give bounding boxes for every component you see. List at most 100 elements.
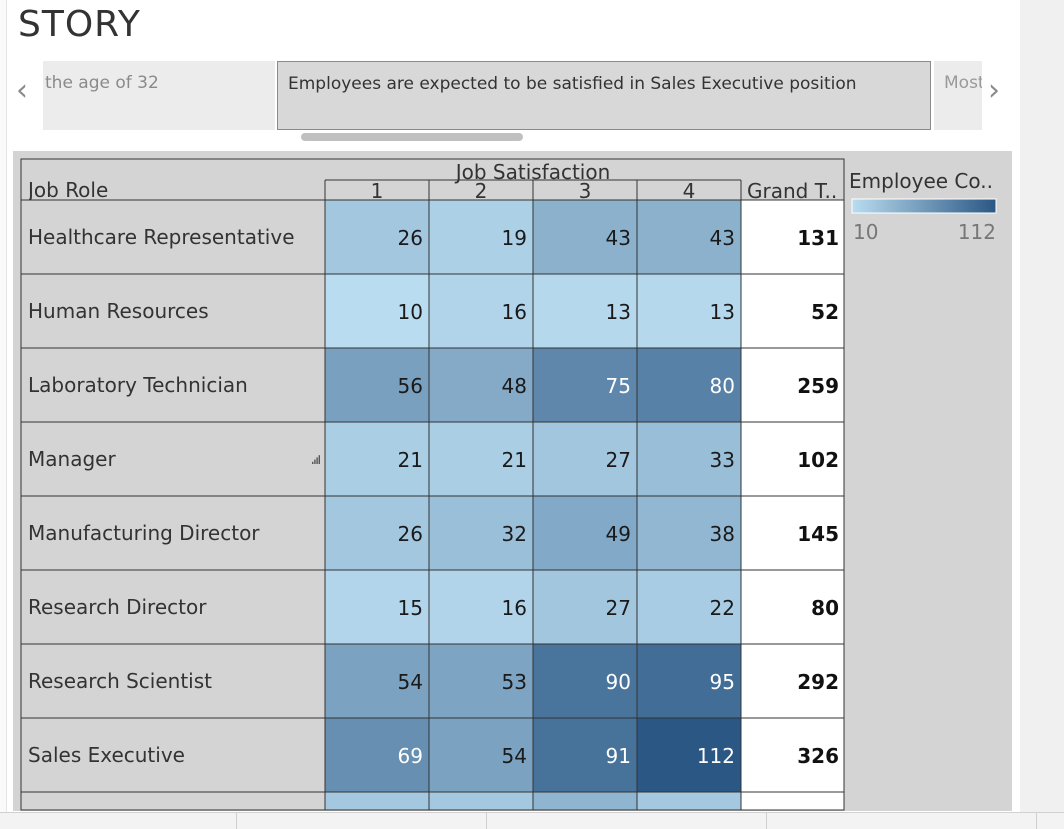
column-group-label: Job Satisfaction xyxy=(454,160,611,184)
heatmap-cell[interactable] xyxy=(428,717,534,793)
grand-total-cell xyxy=(740,791,845,811)
cell-value-label: 38 xyxy=(710,522,735,546)
cell-value-label: 27 xyxy=(606,596,631,620)
row-header-cell xyxy=(20,495,326,571)
heatmap-cell[interactable] xyxy=(532,717,638,793)
cell-value-label: 15 xyxy=(398,596,423,620)
cell-value-label: 54 xyxy=(398,670,423,694)
heatmap-cell[interactable] xyxy=(636,791,742,811)
heatmap-chart: Job Role Job Satisfaction 1 2 3 4 Grand T.. Hea… xyxy=(20,158,997,811)
grand-total-value: 52 xyxy=(811,300,839,324)
grand-total-header: Grand T.. xyxy=(747,179,837,203)
grand-total-cell xyxy=(740,643,845,719)
column-label: 3 xyxy=(579,179,592,203)
sort-icon[interactable] xyxy=(312,461,314,464)
cell-value-label: 21 xyxy=(502,448,527,472)
heatmap-cell[interactable] xyxy=(428,495,534,571)
column-label: 1 xyxy=(371,179,384,203)
sheet-tab[interactable] xyxy=(0,813,237,829)
grand-total-value: 102 xyxy=(797,448,839,472)
heatmap-cell[interactable] xyxy=(636,569,742,645)
sheet-tab[interactable] xyxy=(486,813,767,829)
heatmap-cell[interactable] xyxy=(532,421,638,497)
heatmap-cell[interactable] xyxy=(428,643,534,719)
heatmap-cell[interactable] xyxy=(428,791,534,811)
cell-value-label: 21 xyxy=(398,448,423,472)
row-header-cell xyxy=(20,643,326,719)
row-header-cell xyxy=(20,273,326,349)
heatmap-cell[interactable] xyxy=(636,273,742,349)
grand-total-value: 292 xyxy=(797,670,839,694)
cell-value-label: 54 xyxy=(502,744,527,768)
legend-title: Employee Co.. xyxy=(849,169,993,193)
sort-icon[interactable] xyxy=(316,457,318,464)
cell-value-label: 112 xyxy=(697,744,735,768)
cell-value-label: 43 xyxy=(606,226,631,250)
cell-value-label: 48 xyxy=(502,374,527,398)
row-label: Research Scientist xyxy=(28,669,212,693)
heatmap-cell[interactable] xyxy=(532,791,638,811)
heatmap-cell[interactable] xyxy=(324,569,430,645)
heatmap-cell[interactable] xyxy=(636,643,742,719)
heatmap-cell[interactable] xyxy=(324,495,430,571)
story-title: STORY xyxy=(18,4,141,45)
heatmap-cell[interactable] xyxy=(428,273,534,349)
cell-value-label: 13 xyxy=(710,300,735,324)
heatmap-cell[interactable] xyxy=(324,643,430,719)
heatmap-cell[interactable] xyxy=(428,569,534,645)
heatmap-cell[interactable] xyxy=(428,199,534,275)
story-point-current[interactable]: Employees are expected to be satisfied i… xyxy=(277,61,931,130)
cell-value-label: 75 xyxy=(606,374,631,398)
legend-color-ramp[interactable] xyxy=(851,198,997,214)
story-point-next[interactable]: Most xyxy=(934,61,982,130)
grand-total-value: 131 xyxy=(797,226,839,250)
row-label: Research Director xyxy=(28,595,207,619)
cell-value-label: 16 xyxy=(502,300,527,324)
story-scrollbar-thumb[interactable] xyxy=(301,133,523,141)
legend-min-label: 10 xyxy=(853,220,878,244)
sort-icon[interactable] xyxy=(318,455,320,464)
heatmap-cell[interactable] xyxy=(636,495,742,571)
right-scroll-area xyxy=(1020,0,1064,828)
heatmap-cell[interactable] xyxy=(324,273,430,349)
cell-value-label: 26 xyxy=(398,226,423,250)
heatmap-cell[interactable] xyxy=(532,273,638,349)
chevron-left-icon[interactable]: ‹ xyxy=(16,73,28,108)
legend-max-label: 112 xyxy=(958,220,996,244)
row-label: Sales Executive xyxy=(28,743,185,767)
bottom-tab-strip xyxy=(0,812,1064,829)
cell-value-label: 80 xyxy=(710,374,735,398)
heatmap-cell[interactable] xyxy=(532,347,638,423)
heatmap-cell[interactable] xyxy=(532,569,638,645)
heatmap-cell[interactable] xyxy=(324,791,430,811)
heatmap-cell[interactable] xyxy=(324,421,430,497)
cell-value-label: 53 xyxy=(502,670,527,694)
column-label: 4 xyxy=(683,179,696,203)
grand-total-cell xyxy=(740,273,845,349)
cell-value-label: 19 xyxy=(502,226,527,250)
row-header-cell xyxy=(20,791,326,811)
heatmap-cell[interactable] xyxy=(636,347,742,423)
heatmap-cell[interactable] xyxy=(428,421,534,497)
grand-total-cell xyxy=(740,347,845,423)
heatmap-cell[interactable] xyxy=(532,199,638,275)
sort-icon[interactable] xyxy=(314,459,316,464)
cell-value-label: 90 xyxy=(606,670,631,694)
cell-value-label: 32 xyxy=(502,522,527,546)
story-point-previous[interactable]: the age of 32 xyxy=(43,61,275,130)
chevron-right-icon[interactable]: › xyxy=(988,73,1000,108)
cell-value-label: 33 xyxy=(710,448,735,472)
grand-total-cell xyxy=(740,495,845,571)
heatmap-cell[interactable] xyxy=(532,643,638,719)
row-label: Healthcare Representative xyxy=(28,225,295,249)
heatmap-cell[interactable] xyxy=(428,347,534,423)
heatmap-cell[interactable] xyxy=(636,717,742,793)
row-header-label: Job Role xyxy=(26,178,108,202)
grand-total-value: 80 xyxy=(811,596,839,620)
heatmap-cell[interactable] xyxy=(636,199,742,275)
sheet-tab[interactable] xyxy=(236,813,487,829)
cell-value-label: 27 xyxy=(606,448,631,472)
sheet-tab[interactable] xyxy=(766,813,1037,829)
heatmap-cell[interactable] xyxy=(324,347,430,423)
cell-value-label: 26 xyxy=(398,522,423,546)
